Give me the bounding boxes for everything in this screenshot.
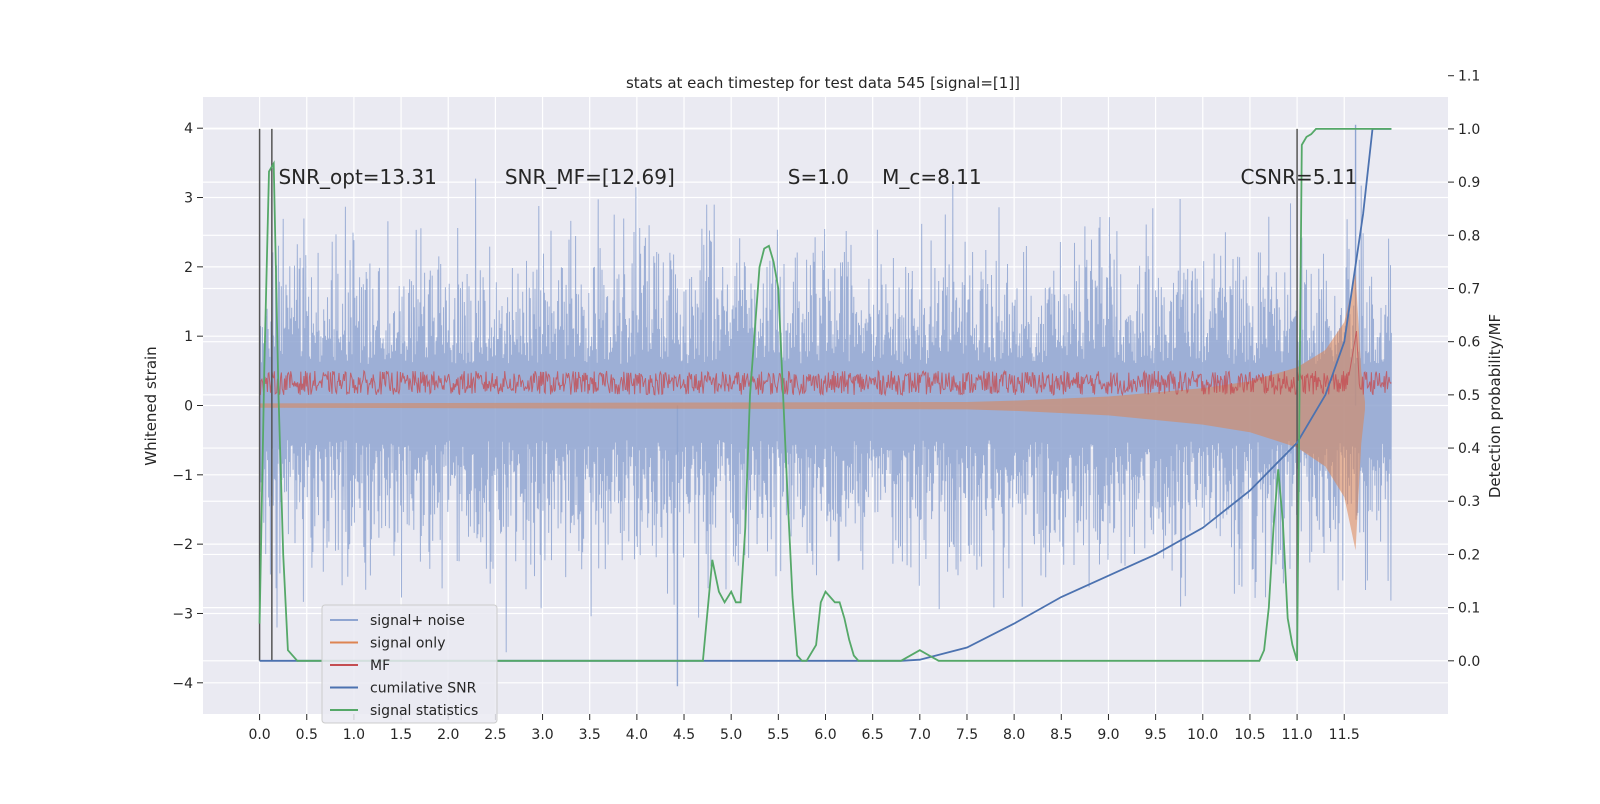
- x-tick-label: 2.5: [484, 727, 506, 743]
- series-signal-only: [259, 273, 1365, 551]
- x-tick-label: 7.0: [909, 727, 931, 743]
- legend-label: cumilative SNR: [370, 681, 477, 697]
- legend-label: signal only: [370, 636, 445, 652]
- y-tick-label: −1: [172, 468, 193, 484]
- series-signal-noise: [259, 167, 1392, 653]
- y-tick-label: 2: [184, 260, 193, 276]
- x-tick-label: 3.5: [579, 727, 601, 743]
- y2-tick-label: 0.1: [1458, 601, 1480, 617]
- x-tick-label: 4.5: [673, 727, 695, 743]
- annotation-layer: SNR_opt=13.31 SNR_MF=[12.69] S=1.0 M_c=8.11…: [278, 165, 1357, 189]
- y-tick-label: 4: [184, 121, 193, 137]
- x-tick-label: 0.0: [248, 727, 270, 743]
- x-tick-label: 2.0: [437, 727, 459, 743]
- y2-tick-label: 1.1: [1458, 69, 1480, 85]
- y-axis-label: Whitened strain: [142, 346, 160, 465]
- x-tick-label: 8.5: [1050, 727, 1072, 743]
- y-tick-label: −4: [172, 676, 193, 692]
- annotation-text: SNR_MF=[12.69]: [505, 165, 675, 189]
- y2-tick-label: 0.3: [1458, 494, 1480, 510]
- series-cumulative-snr: [259, 127, 1392, 662]
- x-tick-label: 5.5: [767, 727, 789, 743]
- x-tick-label: 5.0: [720, 727, 742, 743]
- y-tick-label: −2: [172, 537, 193, 553]
- x-tick-label: 10.5: [1234, 727, 1265, 743]
- y2-axis-label: Detection probability/MF: [1486, 314, 1504, 498]
- x-tick-label: 11.0: [1282, 727, 1313, 743]
- series-signal-statistics: [258, 127, 1392, 662]
- x-tick-label: 6.5: [862, 727, 884, 743]
- x-tick-label: 1.0: [343, 727, 365, 743]
- legend-box: [321, 604, 498, 724]
- annotation-text: S=1.0: [788, 165, 849, 189]
- x-tick-label: 3.0: [531, 727, 553, 743]
- legend: signal+ noise signal only MF cumilative SNR…: [321, 604, 498, 724]
- x-tick-label: 9.5: [1144, 727, 1166, 743]
- y2-tick-label: 0.9: [1458, 175, 1480, 191]
- y2-tick-label: 0.2: [1458, 547, 1480, 563]
- y-tick-label: 1: [184, 329, 193, 345]
- y-tick-label: 0: [184, 399, 193, 415]
- x-tick-label: 0.5: [296, 727, 318, 743]
- data-layer: [258, 124, 1392, 687]
- x-tick-label: 8.0: [1003, 727, 1025, 743]
- y-tick-label: 3: [184, 191, 193, 207]
- annotation-text: SNR_opt=13.31: [278, 165, 436, 189]
- y-tick-label: −3: [172, 606, 193, 622]
- x-tick-label: 11.5: [1329, 727, 1360, 743]
- axis-layer: 0.0 0.5 1.0 1.5 2.0 2.5 3.0 3.5 4.0 4.5 5.0 5.5 6.0 6…: [172, 69, 1480, 743]
- annotation-text: CSNR=5.11: [1241, 165, 1358, 189]
- x-tick-label: 10.0: [1187, 727, 1218, 743]
- annotation-text: M_c=8.11: [882, 165, 982, 189]
- y2-tick-label: 1.0: [1458, 122, 1480, 138]
- x-tick-label: 1.5: [390, 727, 412, 743]
- x-tick-label: 7.5: [956, 727, 978, 743]
- y2-tick-label: 0.0: [1458, 654, 1480, 670]
- x-tick-label: 4.0: [626, 727, 648, 743]
- y2-tick-label: 0.6: [1458, 335, 1480, 351]
- y2-tick-label: 0.4: [1458, 441, 1480, 457]
- legend-label: signal+ noise: [370, 613, 465, 629]
- chart-title: stats at each timestep for test data 545…: [626, 74, 1020, 92]
- y2-tick-label: 0.5: [1458, 388, 1480, 404]
- x-tick-label: 6.0: [814, 727, 836, 743]
- x-tick-label: 9.0: [1097, 727, 1119, 743]
- y2-tick-label: 0.8: [1458, 228, 1480, 244]
- legend-label: signal statistics: [370, 703, 478, 719]
- series-mf: [259, 330, 1392, 397]
- legend-label: MF: [370, 658, 390, 674]
- y2-tick-label: 0.7: [1458, 281, 1480, 297]
